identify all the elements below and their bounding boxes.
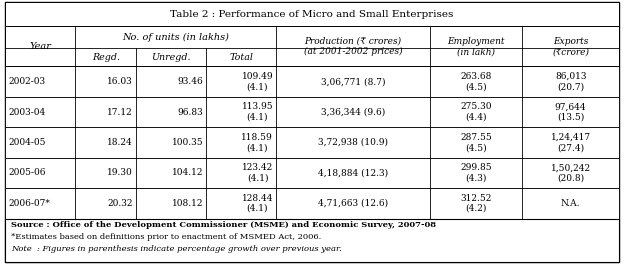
Text: 128.44
(4.1): 128.44 (4.1): [241, 194, 273, 213]
Text: 86,013
(20.7): 86,013 (20.7): [555, 72, 587, 91]
Text: 2002-03: 2002-03: [9, 77, 46, 86]
Text: 1,50,242
(20.8): 1,50,242 (20.8): [550, 163, 591, 183]
Text: 96.83: 96.83: [177, 107, 203, 116]
Bar: [5, 188, 619, 219]
Text: 18.24: 18.24: [107, 138, 133, 147]
Text: Production (₹ crores)
(at 2001-2002 prices): Production (₹ crores) (at 2001-2002 pric…: [304, 37, 402, 56]
Text: 2003-04: 2003-04: [9, 107, 46, 116]
Text: 2006-07*: 2006-07*: [9, 199, 51, 208]
Text: 20.32: 20.32: [108, 199, 133, 208]
Text: 123.42
(4.1): 123.42 (4.1): [242, 163, 273, 183]
Text: 118.59
(4.1): 118.59 (4.1): [241, 133, 273, 152]
Text: 4,18,884 (12.3): 4,18,884 (12.3): [318, 168, 388, 177]
Text: Note  : Figures in parenthesis indicate percentage growth over previous year.: Note : Figures in parenthesis indicate p…: [11, 245, 342, 253]
Text: N.A.: N.A.: [561, 199, 580, 208]
Bar: [5, 26, 619, 66]
Text: 3,36,344 (9.6): 3,36,344 (9.6): [321, 107, 385, 116]
Text: 97,644
(13.5): 97,644 (13.5): [555, 102, 587, 122]
Bar: [5, 2, 619, 26]
Text: 2005-06: 2005-06: [9, 168, 46, 177]
Bar: [5, 127, 619, 158]
Bar: [5, 97, 619, 127]
Text: Exports
(₹crore): Exports (₹crore): [552, 37, 589, 56]
Bar: [5, 66, 619, 97]
Text: *Estimates based on definitions prior to enactment of MSMED Act, 2006.: *Estimates based on definitions prior to…: [11, 233, 321, 241]
Text: 1,24,417
(27.4): 1,24,417 (27.4): [550, 133, 591, 152]
Text: 263.68
(4.5): 263.68 (4.5): [461, 72, 492, 91]
Text: Employment
(in lakh): Employment (in lakh): [447, 37, 505, 56]
Text: Regd.: Regd.: [92, 53, 120, 62]
Text: 275.30
(4.4): 275.30 (4.4): [461, 102, 492, 122]
Bar: [5, 158, 619, 188]
Text: No. of units (in lakhs): No. of units (in lakhs): [122, 32, 229, 42]
Text: Total: Total: [230, 53, 253, 62]
Text: Year: Year: [29, 42, 51, 51]
Text: 299.85
(4.3): 299.85 (4.3): [461, 163, 492, 183]
Text: 100.35: 100.35: [172, 138, 203, 147]
Text: 287.55
(4.5): 287.55 (4.5): [461, 133, 492, 152]
Text: 93.46: 93.46: [177, 77, 203, 86]
Text: Table 2 : Performance of Micro and Small Enterprises: Table 2 : Performance of Micro and Small…: [170, 10, 454, 19]
Text: Source : Office of the Development Commissioner (MSME) and Economic Survey, 2007: Source : Office of the Development Commi…: [11, 221, 436, 229]
Text: 4,71,663 (12.6): 4,71,663 (12.6): [318, 199, 388, 208]
Text: 2004-05: 2004-05: [9, 138, 46, 147]
Text: 16.03: 16.03: [107, 77, 133, 86]
Bar: [5, 219, 619, 262]
Text: 3,06,771 (8.7): 3,06,771 (8.7): [321, 77, 386, 86]
Text: 109.49
(4.1): 109.49 (4.1): [241, 72, 273, 91]
Text: 3,72,938 (10.9): 3,72,938 (10.9): [318, 138, 388, 147]
Text: 17.12: 17.12: [107, 107, 133, 116]
Text: 113.95
(4.1): 113.95 (4.1): [241, 102, 273, 122]
Text: 312.52
(4.2): 312.52 (4.2): [461, 194, 492, 213]
Text: 104.12: 104.12: [172, 168, 203, 177]
Text: 19.30: 19.30: [107, 168, 133, 177]
Text: Unregd.: Unregd.: [152, 53, 191, 62]
Text: 108.12: 108.12: [172, 199, 203, 208]
